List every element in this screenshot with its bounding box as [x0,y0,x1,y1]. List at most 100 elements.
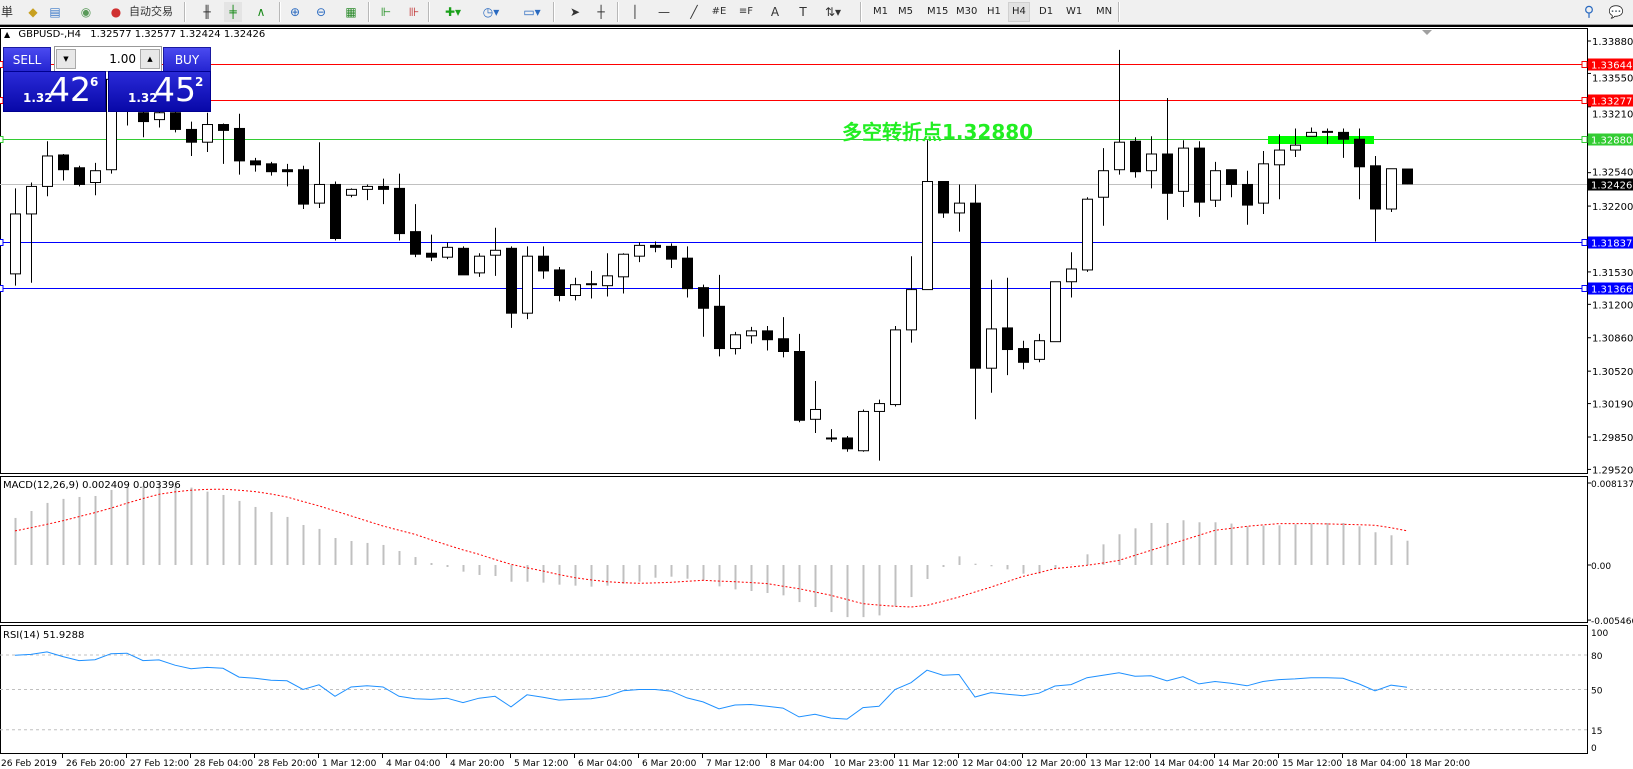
price-tick-label: 1.29850 [1592,433,1633,444]
lot-size-stepper[interactable]: ▼ 1.00 ▲ [54,46,162,72]
line-chart-icon[interactable]: ∧ [256,5,266,19]
macd-axis-label: -0.005466 [1591,617,1633,627]
search-icon[interactable]: ⚲ [1583,4,1595,20]
candle [506,246,517,328]
candle [1178,140,1189,208]
one-click-trading-panel: SELL ▼ 1.00 ▲ BUY 1.32 42 6 1.32 45 2 [3,46,211,112]
candle [874,399,885,461]
bull-candle-body [1258,163,1269,204]
candle [586,270,597,299]
signals-icon[interactable]: ◉ [80,5,92,19]
timeframe-d1[interactable]: D1 [1039,6,1054,17]
toolbar-separator [428,2,430,22]
timeframe-m30[interactable]: M30 [956,6,978,17]
autoscroll-icon[interactable]: ⊪ [408,5,420,19]
candle [938,181,949,218]
line-handle [1581,97,1588,104]
bear-candle-body [714,305,725,350]
tile-windows-icon[interactable]: ▦ [345,5,357,19]
rsi-axis-label: 100 [1591,629,1608,639]
bear-candle-body [842,437,853,450]
text-label-icon[interactable]: T [799,5,807,19]
candle [1338,128,1349,158]
candle [218,123,229,164]
periods-icon[interactable]: ◷▾ [482,5,500,19]
timeframe-w1[interactable]: W1 [1066,6,1083,17]
bull-candle-body [90,170,101,183]
candle [650,241,661,253]
arrows-icon[interactable]: ⇅▾ [824,5,842,19]
time-label: 14 Mar 04:00 [1154,759,1214,769]
timeframe-mn[interactable]: MN [1096,6,1113,17]
buy-price-fraction: 2 [195,75,204,89]
candle [426,234,437,262]
timeframe-h4[interactable]: H4 [1008,2,1030,22]
fibonacci-icon[interactable]: ≡F [738,6,754,17]
bull-candle-body [602,275,613,287]
candle [410,204,421,258]
bull-candle-body [1178,147,1189,192]
bear-candle-body [1322,130,1333,133]
bull-candle-body [1210,170,1221,201]
bear-candle-body [186,128,197,143]
chat-icon[interactable]: 💬 [1608,5,1624,19]
lot-size-input[interactable]: 1.00 [109,52,136,66]
candle [282,163,293,187]
sell-price-box[interactable]: 1.32 42 6 [3,70,106,112]
decrease-lot-icon[interactable]: ▼ [56,49,76,69]
timeframe-h1[interactable]: H1 [987,6,1001,17]
sell-button[interactable]: SELL [3,47,51,73]
bear-candle-body [1162,153,1173,194]
time-label: 26 Feb 20:00 [66,759,125,769]
buy-price-box[interactable]: 1.32 45 2 [108,70,211,112]
candle [362,184,373,201]
candle [1370,155,1381,242]
equidistant-channel-icon[interactable]: #E [711,6,727,17]
ohlc-low: 1.32424 [179,29,221,40]
templates-icon[interactable]: ▭▾ [523,5,541,19]
bull-candle-body [1034,340,1045,360]
new-indicator-icon[interactable]: ✚▾ [444,5,462,19]
vertical-line-icon[interactable]: │ [631,5,639,19]
zoom-in-icon[interactable]: ⊕ [289,5,301,19]
buy-button[interactable]: BUY [163,47,211,73]
collapse-triangle-icon[interactable]: ▲ [4,30,11,39]
bull-candle-body [1066,268,1077,283]
candlestick-icon[interactable]: ╪ [224,2,242,22]
bull-candle-body [474,255,485,274]
line-handle [1581,239,1588,246]
trendline-icon[interactable]: ╱ [690,5,698,19]
candle [10,188,21,286]
auto-trade-icon[interactable]: ● [110,5,122,19]
candle [234,113,245,175]
crosshair-icon[interactable]: ┼ [597,5,605,19]
time-label: 12 Mar 04:00 [962,759,1022,769]
price-tick-label: 1.33880 [1592,37,1633,48]
auto-trade-button[interactable]: 自动交易 [129,5,173,18]
bull-candle-body [858,410,869,452]
menu-fragment[interactable]: 単 [0,5,13,19]
bar-chart-icon[interactable]: ╫ [203,5,211,19]
pivot-annotation[interactable]: 多空转折点1.32880 [842,120,1034,144]
candle [58,153,69,181]
price-tick-label: 1.32540 [1592,168,1633,179]
bear-candle-body [1402,168,1413,185]
market-watch-icon[interactable]: ▤ [49,5,61,19]
timeframe-m1[interactable]: M1 [873,6,888,17]
bear-candle-body [330,183,341,240]
increase-lot-icon[interactable]: ▲ [140,49,160,69]
bear-candle-body [666,245,677,260]
price-line-label: 1.31366 [1591,285,1632,296]
cursor-icon[interactable]: ➤ [569,5,581,19]
horizontal-line-icon[interactable]: — [658,5,670,19]
bull-candle-body [1082,198,1093,271]
line-handle [1581,136,1588,143]
zoom-out-icon[interactable]: ⊖ [315,5,327,19]
candle [602,253,613,297]
timeframe-m15[interactable]: M15 [927,6,949,17]
text-icon[interactable]: A [770,5,780,19]
navigator-book-icon[interactable]: ◆ [28,5,38,19]
chart-shift-icon[interactable]: ⊩ [380,5,392,19]
timeframe-m5[interactable]: M5 [898,6,913,17]
